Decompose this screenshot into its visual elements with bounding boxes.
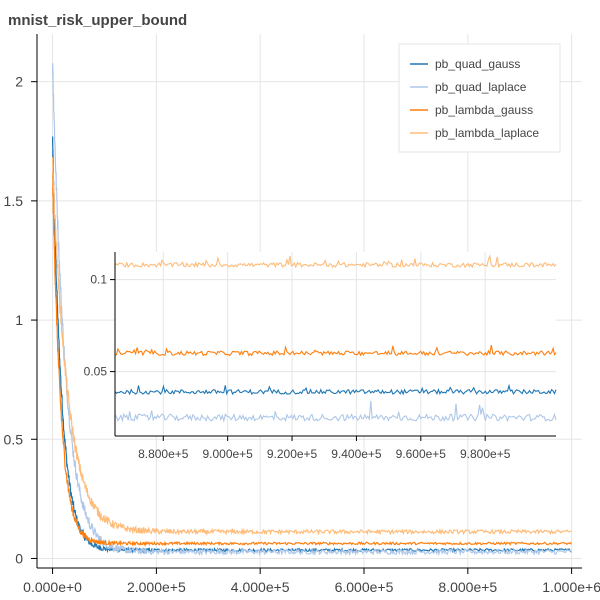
inset-x-tick-label-5: 9.800e+5 [460,447,511,461]
series-line-pb_lambda_gauss [52,172,573,547]
chart-title: mnist_risk_upper_bound [8,12,187,29]
inset-x-tick-label-2: 9.200e+5 [267,447,318,461]
legend-box [398,43,561,153]
y-tick-label-2: 1 [15,312,23,328]
inset-y-tick-label-1: 0.1 [90,273,107,287]
inset-background [115,252,556,436]
legend-label-pb_quad_laplace: pb_quad_laplace [435,80,527,94]
x-tick-label-4: 8.000e+5 [438,579,497,595]
y-tick-label-3: 1.5 [4,193,24,209]
legend-label-pb_lambda_gauss: pb_lambda_gauss [435,103,533,117]
inset-series-line-pb_lambda_laplace [114,254,557,269]
inset-series-line-pb_lambda_gauss [114,345,557,357]
series-line-pb_lambda_laplace [52,157,572,537]
main-series-layer [52,63,573,557]
x-tick-label-3: 6.000e+5 [335,579,394,595]
main-axes: 0 0.5 1 1.5 2 0.000e+0 2.000e+5 4.000e+5 6.000e+… [4,34,600,595]
legend-label-pb_lambda_laplace: pb_lambda_laplace [435,126,539,140]
inset-x-tick-label-1: 9.000e+5 [202,447,253,461]
inset-zoom-panel: 0.05 0.1 8.800e+5 9.000e+5 9.200e+5 9.400e+5 9… [84,252,557,461]
x-tick-label-0: 0.000e+0 [23,579,82,595]
inset-x-tick-label-4: 9.600e+5 [396,447,447,461]
inset-series-line-pb_quad_gauss [114,383,557,396]
y-tick-label-4: 2 [15,74,23,90]
inset-series-line-pb_quad_laplace [114,401,557,423]
inset-x-tick-label-0: 8.800e+5 [138,447,189,461]
inset-x-tick-label-3: 9.400e+5 [331,447,382,461]
series-line-pb_quad_laplace [52,63,573,557]
x-tick-label-5: 1.000e+6 [542,579,600,595]
legend-label-pb_quad_gauss: pb_quad_gauss [435,57,520,71]
y-tick-label-0: 0 [15,550,23,566]
x-tick-label-1: 2.000e+5 [127,579,186,595]
legend: pb_quad_gauss pb_quad_laplace pb_lambda_ga… [398,43,561,153]
inset-y-tick-label-0: 0.05 [84,365,108,379]
x-tick-label-2: 4.000e+5 [231,579,290,595]
y-tick-label-1: 0.5 [4,431,24,447]
